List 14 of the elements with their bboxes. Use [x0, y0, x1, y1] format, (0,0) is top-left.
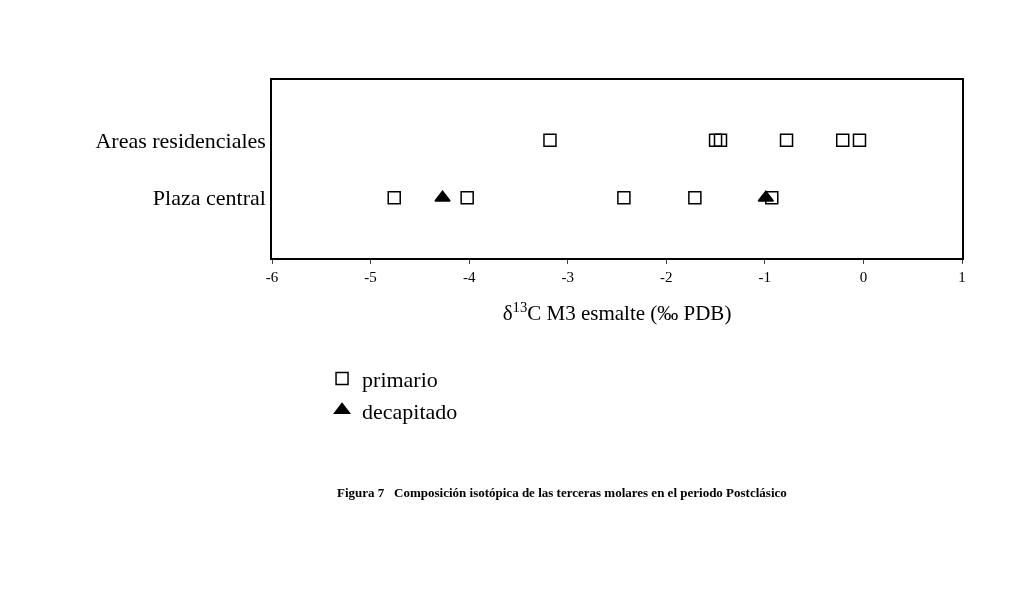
x-tick-label: -1 [758, 268, 772, 285]
x-tick-label: -3 [561, 268, 574, 285]
legend-label: primario [362, 367, 438, 393]
x-tick-label: 1 [958, 268, 966, 285]
y-tick-label: Plaza central [152, 185, 266, 211]
x-axis-title: δ$^{13}$C M3 esmalte (‰ PDB) [502, 298, 732, 326]
x-tick-label: -5 [364, 268, 377, 285]
legend-label: decapitado [362, 398, 458, 424]
x-tick-label: -6 [265, 268, 279, 285]
x-tick-label: 0 [859, 268, 868, 285]
y-tick-label: Areas residenciales [95, 127, 266, 153]
text: Figura 7 Composición isotópica de las terceras molares en el periodo Postclásico [337, 485, 787, 500]
x-tick-label: -2 [660, 268, 673, 285]
x-tick-label: -4 [462, 268, 476, 285]
